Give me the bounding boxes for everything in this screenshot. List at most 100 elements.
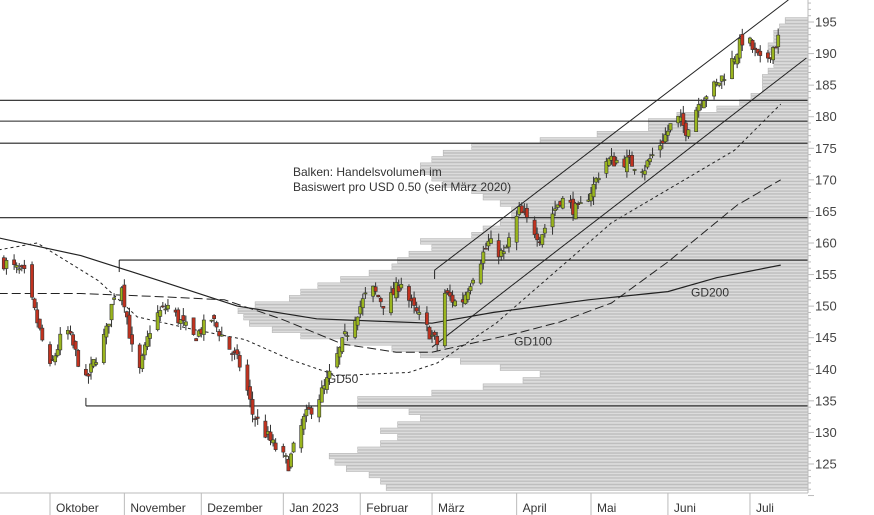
candle-down (37, 318, 42, 329)
volume-bar (328, 456, 809, 460)
candle-down (127, 314, 132, 339)
volume-bar (499, 367, 809, 371)
volume-bar (482, 386, 809, 390)
candle-up (478, 263, 483, 284)
candle-up (301, 415, 306, 430)
volume-bar (471, 187, 809, 191)
candle-down (68, 331, 73, 334)
y-tick-label: 160 (815, 235, 837, 250)
volume-bar (340, 276, 809, 280)
volume-bar (380, 427, 809, 431)
candle-down (237, 355, 242, 368)
volume-bar (380, 443, 809, 447)
candle-down (376, 294, 381, 298)
volume-bar (317, 282, 809, 286)
y-tick-label: 180 (815, 109, 837, 124)
candle-up (299, 425, 304, 449)
volume-bar (499, 200, 809, 204)
candle-down (381, 306, 386, 309)
volume-bar (340, 339, 809, 343)
volume-bar (357, 449, 809, 453)
candle-up (596, 177, 601, 181)
volume-bar (762, 86, 809, 90)
candle-up (158, 310, 163, 317)
candle-up (304, 409, 309, 417)
candle-down (412, 297, 416, 306)
candle-up (140, 355, 145, 370)
volume-bar (408, 250, 809, 254)
candle-up (712, 81, 716, 97)
axes: 125 130 135 140 145 150 155 160 165 170 175 180 185 1… (0, 0, 837, 515)
volume-bar (739, 102, 809, 106)
candle-up (717, 82, 722, 86)
candle-up (358, 306, 363, 315)
candle-down (750, 39, 755, 50)
candle-down (496, 240, 501, 258)
candle-down (450, 294, 455, 303)
volume-bar (431, 389, 809, 393)
volume-bar (420, 238, 809, 242)
volume-bar (750, 96, 809, 100)
volume-bar (420, 172, 809, 176)
volume-bar (408, 254, 809, 258)
volume-bar (340, 342, 809, 346)
candle-down (535, 233, 540, 241)
candle-down (214, 322, 219, 328)
y-tick-label: 170 (815, 172, 837, 187)
volume-bar (442, 153, 809, 157)
candle-up (686, 129, 691, 137)
candle-down (373, 286, 378, 292)
volume-bar (357, 399, 809, 403)
candle-down (432, 331, 437, 336)
candle-up (101, 334, 106, 363)
volume-bar (471, 146, 809, 150)
x-tick-label: Oktober (56, 501, 99, 515)
x-tick-label: Dezember (207, 501, 262, 515)
volume-bar (539, 137, 809, 141)
candle-up (550, 213, 555, 228)
x-tick-label: Jan 2023 (289, 501, 339, 515)
x-tick-label: April (523, 501, 547, 515)
candle-down (250, 399, 255, 415)
volume-bar (482, 225, 809, 229)
candle-down (740, 34, 745, 46)
ma-label-gd50: GD50 (327, 372, 359, 386)
candle-up (166, 304, 170, 310)
candle-down (753, 47, 758, 50)
volume-bar (357, 396, 809, 400)
ma-label-gd200: GD200 (691, 286, 729, 300)
candle-down (217, 331, 222, 337)
candle-down (83, 368, 88, 376)
candle-up (624, 156, 629, 173)
candle-up (696, 104, 701, 112)
candle-up (417, 312, 422, 315)
candle-up (289, 453, 293, 468)
x-tick-label: November (130, 501, 185, 515)
volume-bar (397, 424, 809, 428)
candle-down (378, 298, 383, 303)
candle-down (212, 315, 216, 319)
candle-down (248, 386, 252, 400)
candle-down (160, 305, 165, 308)
candle-up (17, 268, 22, 271)
candle-up (514, 215, 519, 243)
candle-up (737, 38, 742, 59)
volume-bar (380, 481, 809, 485)
y-tick-label: 140 (815, 362, 837, 377)
candle-up (145, 336, 150, 347)
candle-down (176, 309, 181, 324)
candle-down (86, 373, 91, 377)
candle-down (483, 248, 488, 250)
candle-down (130, 334, 134, 345)
volume-bar (397, 421, 809, 425)
candle-up (430, 335, 434, 337)
volume-bar (784, 20, 809, 24)
volume-bar (431, 393, 809, 397)
candle-up (771, 47, 775, 61)
candle-up (614, 160, 619, 164)
volume-bar (288, 295, 809, 299)
candle-down (273, 442, 278, 450)
volume-bar (779, 23, 809, 27)
x-tick-label: Juni (674, 501, 696, 515)
